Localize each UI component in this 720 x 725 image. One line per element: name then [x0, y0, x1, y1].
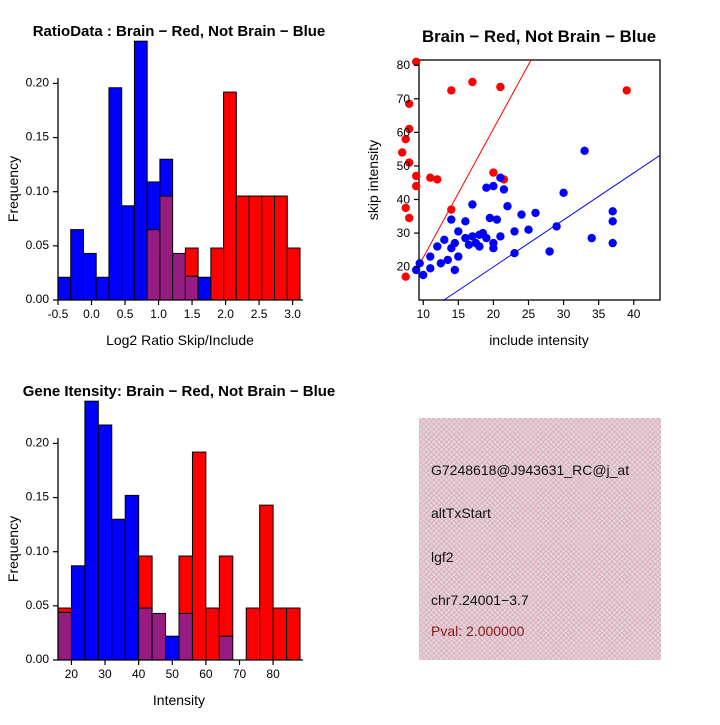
svg-text:Gene Itensity: Brain − Red, No: Gene Itensity: Brain − Red, Not Brain − …	[23, 383, 336, 400]
svg-text:include intensity: include intensity	[489, 332, 589, 348]
svg-text:altTxStart: altTxStart	[431, 505, 491, 521]
svg-text:80: 80	[266, 667, 280, 681]
svg-text:70: 70	[397, 92, 411, 106]
svg-text:Frequency: Frequency	[5, 156, 21, 222]
svg-text:-0.5: -0.5	[48, 307, 69, 321]
svg-text:80: 80	[397, 58, 411, 72]
svg-text:10: 10	[417, 307, 431, 321]
svg-text:15: 15	[452, 307, 466, 321]
svg-text:0.0: 0.0	[83, 307, 100, 321]
svg-text:2.0: 2.0	[217, 307, 234, 321]
svg-text:0.15: 0.15	[26, 490, 50, 504]
svg-text:lgf2: lgf2	[431, 549, 454, 565]
svg-text:1.0: 1.0	[150, 307, 167, 321]
svg-text:60: 60	[397, 125, 411, 139]
svg-text:40: 40	[397, 193, 411, 207]
svg-text:0.10: 0.10	[26, 184, 50, 198]
svg-text:60: 60	[199, 667, 213, 681]
svg-text:0.15: 0.15	[26, 130, 50, 144]
svg-text:skip intensity: skip intensity	[365, 140, 381, 220]
svg-text:Brain − Red, Not Brain − Blue: Brain − Red, Not Brain − Blue	[422, 27, 656, 46]
svg-text:2.5: 2.5	[251, 307, 268, 321]
svg-text:Frequency: Frequency	[5, 516, 21, 582]
svg-text:0.5: 0.5	[117, 307, 134, 321]
svg-text:30: 30	[98, 667, 112, 681]
svg-text:0.05: 0.05	[26, 238, 50, 252]
svg-text:0.00: 0.00	[26, 652, 50, 666]
svg-text:G7248618@J943631_RC@j_at: G7248618@J943631_RC@j_at	[431, 462, 629, 478]
svg-text:25: 25	[522, 307, 536, 321]
svg-text:30: 30	[557, 307, 571, 321]
svg-text:70: 70	[233, 667, 247, 681]
svg-text:0.10: 0.10	[26, 544, 50, 558]
svg-text:30: 30	[397, 226, 411, 240]
svg-text:Log2 Ratio Skip/Include: Log2 Ratio Skip/Include	[106, 332, 254, 348]
svg-text:chr7.24001−3.7: chr7.24001−3.7	[431, 592, 529, 608]
svg-text:40: 40	[627, 307, 641, 321]
svg-text:3.0: 3.0	[284, 307, 301, 321]
svg-text:50: 50	[166, 667, 180, 681]
svg-text:0.00: 0.00	[26, 292, 50, 306]
svg-text:35: 35	[592, 307, 606, 321]
svg-text:Pval: 2.000000: Pval: 2.000000	[431, 623, 525, 639]
svg-text:50: 50	[397, 159, 411, 173]
svg-text:20: 20	[397, 260, 411, 274]
svg-text:RatioData : Brain − Red, Not B: RatioData : Brain − Red, Not Brain − Blu…	[33, 23, 326, 40]
svg-text:Intensity: Intensity	[153, 692, 205, 708]
svg-text:0.20: 0.20	[26, 76, 50, 90]
svg-text:0.05: 0.05	[26, 598, 50, 612]
svg-text:20: 20	[487, 307, 501, 321]
svg-text:20: 20	[65, 667, 79, 681]
svg-text:0.20: 0.20	[26, 436, 50, 450]
svg-text:1.5: 1.5	[184, 307, 201, 321]
svg-text:40: 40	[132, 667, 146, 681]
